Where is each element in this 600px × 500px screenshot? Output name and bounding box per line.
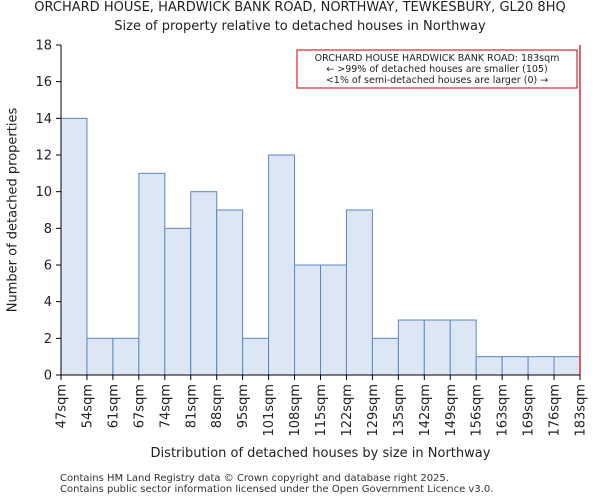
bars-group	[60, 117, 581, 376]
x-tick-label: 88sqm	[210, 384, 225, 428]
x-tick-label: 122sqm	[340, 384, 355, 437]
histogram-chart: 0 2 4 6 8 10 12 14 16 18 47sqm 54sqm 61sqm 67sqm 74sq…	[6, 39, 589, 462]
x-tick-label: 47sqm	[55, 384, 70, 428]
bar-47sqm	[60, 117, 88, 376]
x-axis: 47sqm 54sqm 61sqm 67sqm 74sqm 81sqm 88sqm 95sqm…	[55, 374, 589, 437]
chart-subtitle: Size of property relative to detached ho…	[114, 19, 486, 34]
x-axis-label: Distribution of detached houses by size …	[151, 446, 491, 461]
y-tick-label: 8	[44, 222, 52, 237]
x-tick-label: 183sqm	[574, 384, 589, 437]
y-tick-label: 2	[44, 332, 52, 347]
x-tick-label: 61sqm	[106, 384, 121, 428]
y-tick-label: 14	[35, 112, 52, 127]
bar-67sqm	[138, 172, 166, 376]
x-tick-label: 108sqm	[288, 384, 303, 437]
bar-74sqm	[164, 227, 192, 376]
x-tick-label: 54sqm	[80, 384, 95, 428]
x-tick-label: 115sqm	[314, 384, 329, 437]
bar-129sqm	[371, 337, 399, 376]
bar-61sqm	[112, 337, 140, 376]
y-tick-label: 0	[44, 369, 52, 384]
x-tick-label: 81sqm	[184, 384, 199, 428]
bar-142sqm	[423, 319, 451, 376]
bar-176sqm	[553, 356, 581, 376]
bar-95sqm	[242, 337, 270, 376]
y-tick-label: 4	[44, 295, 52, 310]
y-tick-label: 12	[35, 149, 52, 164]
x-tick-label: 95sqm	[236, 384, 251, 428]
x-tick-label: 135sqm	[392, 384, 407, 437]
x-tick-label: 74sqm	[158, 384, 173, 428]
y-tick-label: 6	[44, 259, 52, 274]
x-tick-label: 156sqm	[470, 384, 485, 437]
bar-115sqm	[320, 264, 347, 376]
y-tick-label: 16	[35, 75, 52, 90]
bar-163sqm	[501, 356, 529, 376]
footer-line-2: Contains public sector information licen…	[60, 484, 494, 495]
chart-title: ORCHARD HOUSE, HARDWICK BANK ROAD, NORTH…	[34, 0, 566, 15]
bar-101sqm	[268, 154, 296, 376]
x-tick-label: 169sqm	[522, 384, 537, 437]
annotation-box	[296, 49, 578, 89]
y-tick-label: 10	[35, 185, 52, 200]
bar-149sqm	[449, 319, 477, 376]
annotation-line-3: <1% of semi-detached houses are larger (…	[326, 75, 548, 86]
bar-88sqm	[216, 209, 244, 376]
x-tick-label: 129sqm	[366, 384, 381, 437]
bar-135sqm	[397, 319, 425, 376]
x-tick-label: 163sqm	[496, 384, 511, 437]
x-tick-label: 67sqm	[132, 384, 147, 428]
bar-54sqm	[86, 337, 114, 376]
annotation-line-1: ORCHARD HOUSE HARDWICK BANK ROAD: 183sqm	[315, 53, 560, 64]
y-axis-label: Number of detached properties	[6, 108, 21, 313]
bar-122sqm	[345, 209, 373, 376]
y-axis: 0 2 4 6 8 10 12 14 16 18	[35, 39, 62, 384]
x-tick-label: 176sqm	[548, 384, 563, 437]
x-tick-label: 101sqm	[262, 384, 277, 437]
y-tick-label: 18	[35, 39, 52, 54]
bar-108sqm	[294, 264, 321, 376]
x-tick-label: 149sqm	[444, 384, 459, 437]
x-tick-label: 142sqm	[418, 384, 433, 437]
bar-169sqm	[527, 356, 555, 376]
bar-156sqm	[475, 356, 503, 376]
bar-81sqm	[190, 191, 218, 376]
footer-line-1: Contains HM Land Registry data © Crown c…	[60, 473, 449, 484]
annotation-line-2: ← >99% of detached houses are smaller (1…	[326, 64, 547, 75]
